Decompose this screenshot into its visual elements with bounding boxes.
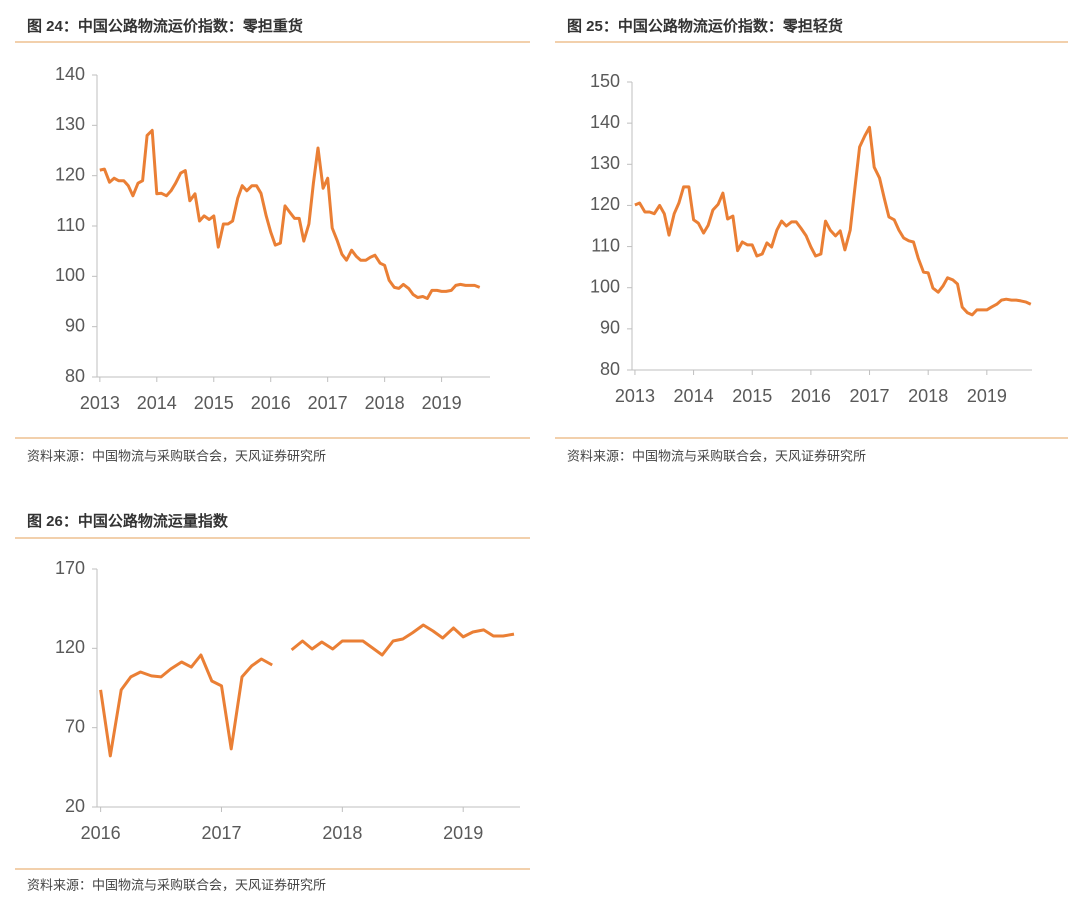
y-tick-label: 110	[591, 235, 620, 255]
x-tick-label: 2017	[201, 823, 241, 843]
y-tick-label: 110	[56, 215, 85, 235]
y-tick-label: 70	[65, 716, 85, 736]
x-tick-label: 2016	[251, 393, 291, 413]
y-tick-label: 100	[55, 265, 85, 285]
y-tick-label: 90	[65, 315, 85, 335]
x-tick-label: 2015	[732, 386, 772, 406]
y-tick-label: 140	[55, 64, 85, 84]
y-tick-label: 120	[55, 637, 85, 657]
y-tick-label: 130	[590, 153, 620, 173]
source-note: 资料来源：中国物流与采购联合会，天风证券研究所	[27, 877, 326, 892]
series-line	[99, 128, 481, 300]
y-tick-label: 140	[590, 112, 620, 132]
x-tick-label: 2018	[322, 823, 362, 843]
x-tick-label: 2018	[365, 393, 405, 413]
x-tick-label: 2017	[308, 393, 348, 413]
x-tick-label: 2019	[967, 386, 1007, 406]
x-tick-label: 2017	[850, 386, 890, 406]
y-tick-label: 90	[600, 318, 620, 338]
x-tick-label: 2016	[81, 823, 121, 843]
x-tick-label: 2019	[422, 393, 462, 413]
y-tick-label: 20	[65, 796, 85, 816]
series-line	[634, 125, 1032, 317]
chart-title: 图 24：中国公路物流运价指数：零担重货	[27, 17, 303, 35]
source-note: 资料来源：中国物流与采购联合会，天风证券研究所	[567, 448, 866, 463]
x-tick-label: 2013	[615, 386, 655, 406]
y-tick-label: 120	[590, 194, 620, 214]
x-tick-label: 2018	[908, 386, 948, 406]
source-note: 资料来源：中国物流与采购联合会，天风证券研究所	[27, 448, 326, 463]
y-tick-label: 100	[590, 276, 620, 296]
x-tick-label: 2015	[194, 393, 234, 413]
y-tick-label: 170	[55, 558, 85, 578]
y-tick-label: 120	[55, 164, 85, 184]
y-tick-label: 80	[65, 366, 85, 386]
y-tick-label: 130	[55, 114, 85, 134]
chart-title: 图 26：中国公路物流运量指数	[27, 512, 229, 530]
x-tick-label: 2019	[443, 823, 483, 843]
y-tick-label: 150	[590, 71, 620, 91]
y-tick-label: 80	[600, 359, 620, 379]
x-tick-label: 2014	[137, 393, 177, 413]
chart-title: 图 25：中国公路物流运价指数：零担轻货	[567, 17, 843, 35]
series-line	[99, 623, 515, 758]
x-tick-label: 2016	[791, 386, 831, 406]
x-tick-label: 2014	[674, 386, 714, 406]
x-tick-label: 2013	[80, 393, 120, 413]
